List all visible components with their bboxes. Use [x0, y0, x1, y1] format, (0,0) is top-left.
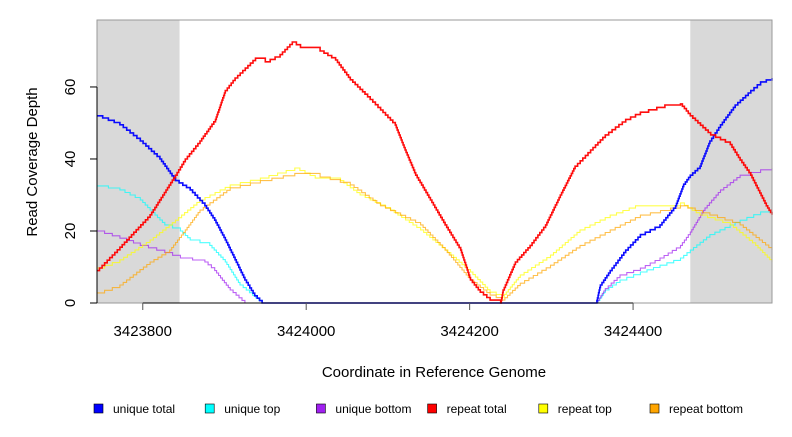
legend-label: unique total	[113, 402, 175, 416]
series-line-unique-bottom	[97, 168, 773, 304]
legend-swatch	[93, 403, 104, 414]
legend-label: unique top	[224, 402, 280, 416]
shaded-region	[690, 20, 772, 303]
y-axis-label: Read Coverage Depth	[24, 87, 41, 236]
legend-swatch	[538, 403, 549, 414]
series-line-repeat-top	[97, 167, 773, 298]
legend-label: repeat top	[558, 402, 612, 416]
y-tick-label: 20	[62, 223, 79, 240]
series-line-repeat-total	[97, 41, 773, 304]
series-line-repeat-bottom	[97, 172, 773, 301]
legend-swatch	[427, 403, 437, 414]
x-tick-label: 3423800	[114, 323, 172, 340]
y-tick-label: 0	[62, 299, 79, 307]
legend: unique total unique top unique bottom repea…	[93, 402, 743, 416]
legend-swatch	[204, 403, 215, 414]
series-line-unique-top	[97, 185, 772, 304]
x-axis: 3423800 3424000 3424200 3424400	[114, 302, 662, 340]
shaded-region	[97, 20, 180, 303]
x-tick-label: 3424400	[604, 323, 662, 340]
y-tick-label: 60	[62, 79, 79, 96]
legend-label: repeat total	[447, 402, 507, 416]
x-axis-label: Coordinate in Reference Genome	[322, 364, 546, 381]
y-tick-label: 40	[62, 151, 79, 168]
legend-label: unique bottom	[335, 402, 411, 416]
legend-swatch	[649, 403, 660, 414]
y-axis: 0 20 40 60	[62, 79, 98, 307]
series-lines	[97, 41, 773, 304]
x-tick-label: 3424200	[440, 323, 498, 340]
series-line-unique-total	[97, 78, 773, 304]
legend-swatch	[316, 403, 326, 414]
legend-label: repeat bottom	[669, 402, 743, 416]
x-tick-label: 3424000	[277, 323, 335, 340]
shaded-regions	[97, 20, 772, 303]
